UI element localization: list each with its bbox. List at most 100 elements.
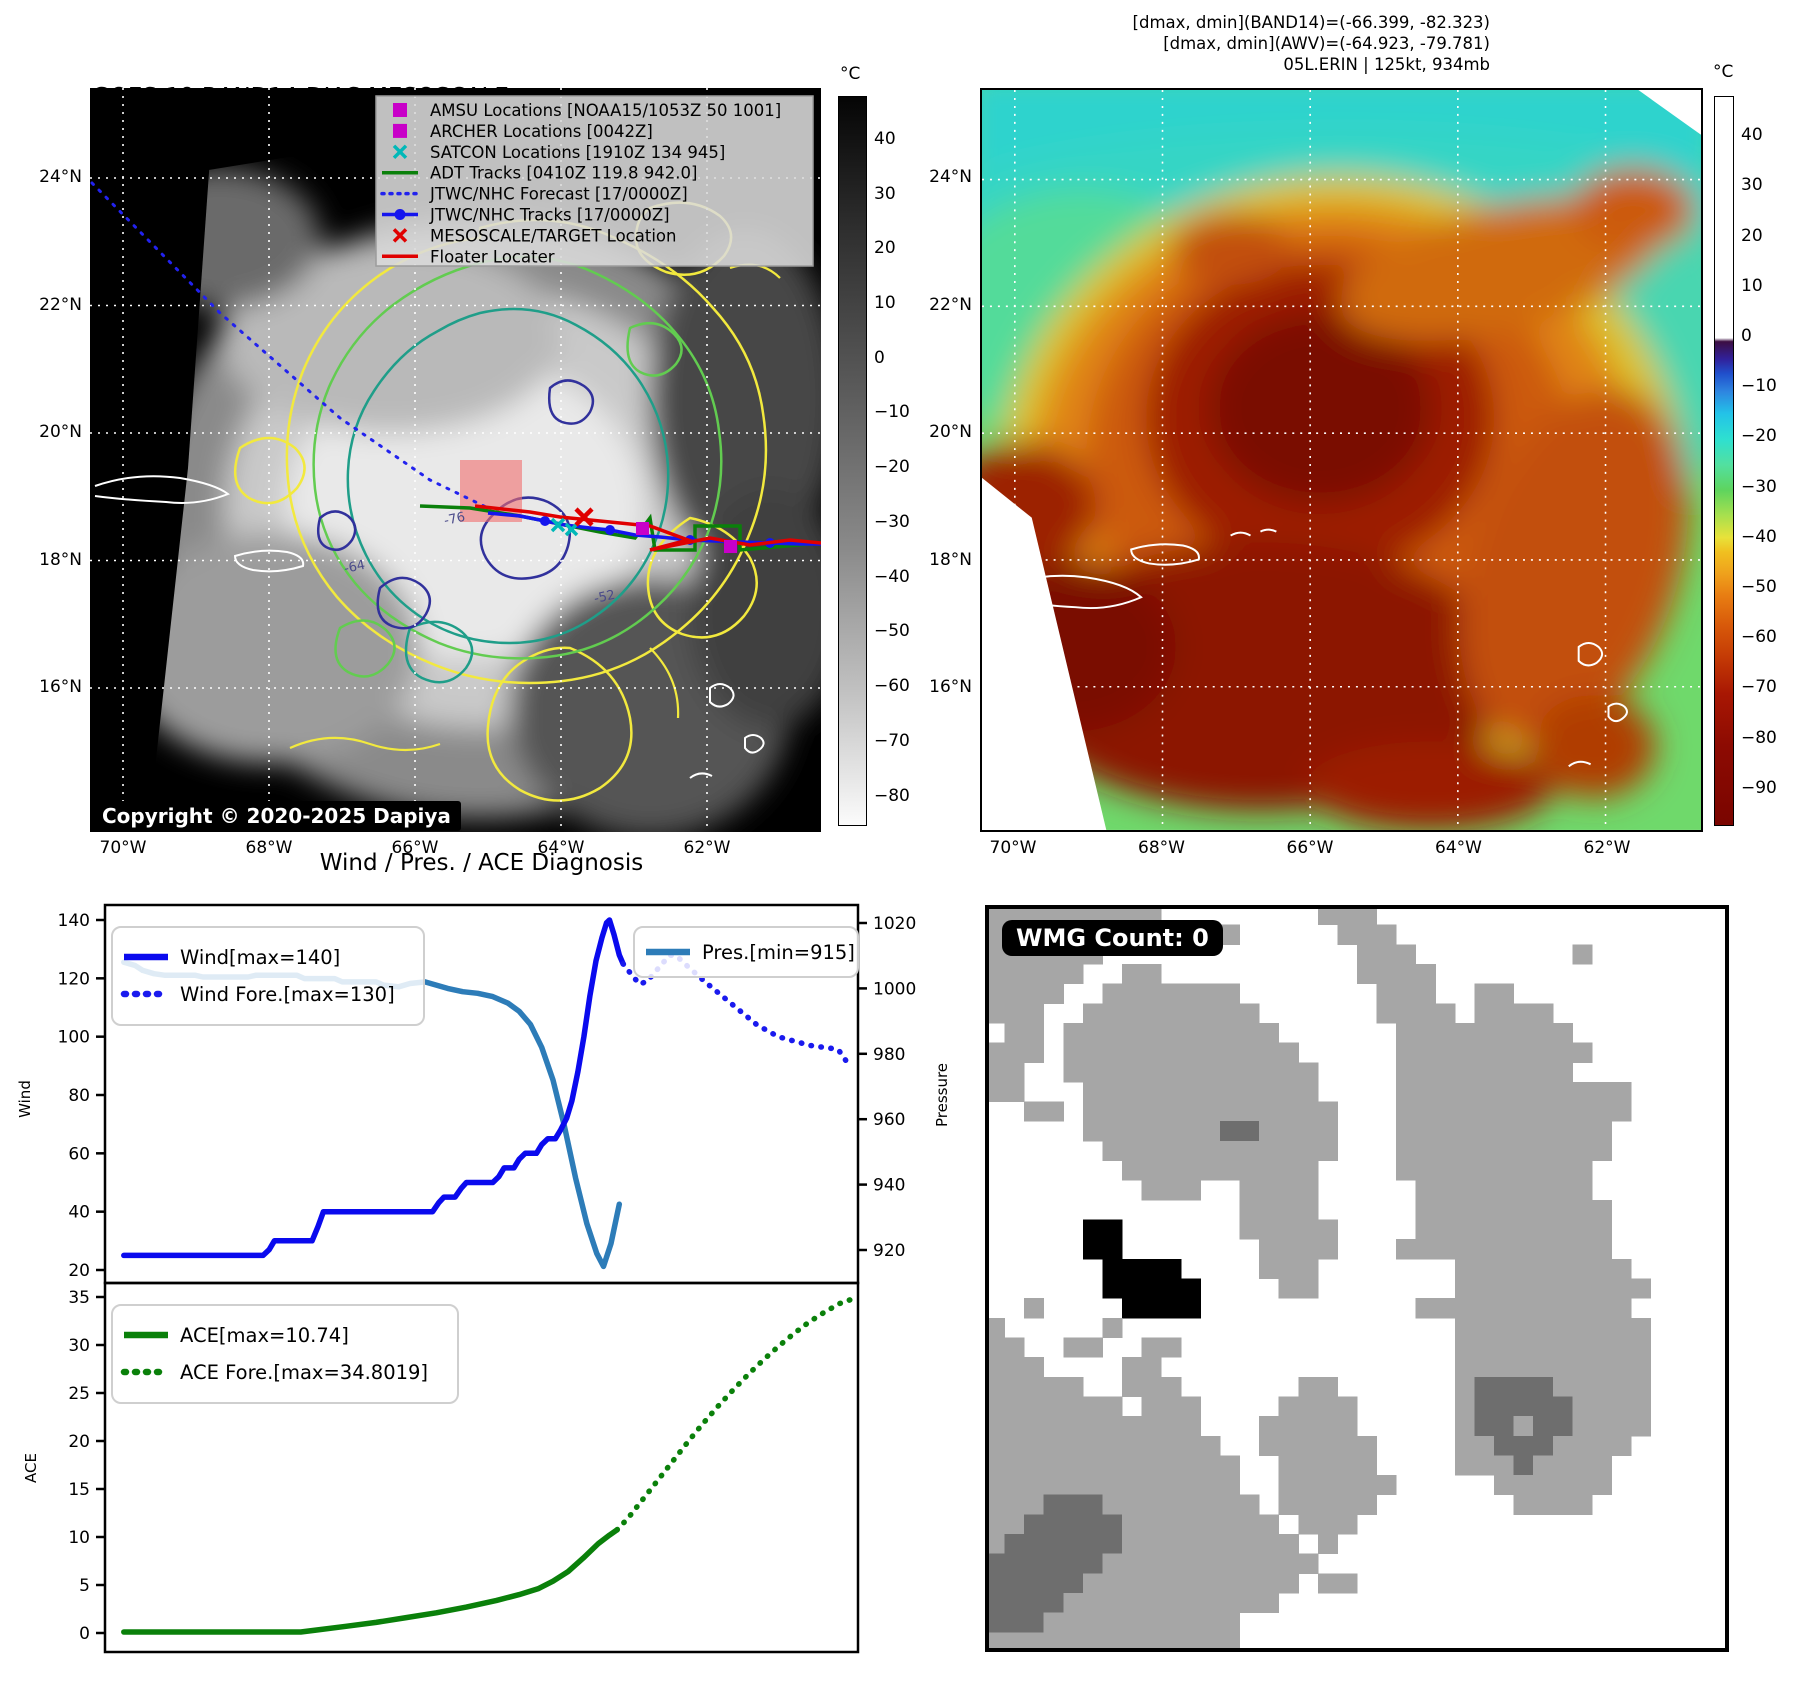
svg-text:Pressure: Pressure: [933, 1063, 951, 1127]
colorbar-tick: 40: [874, 128, 896, 149]
colorbar-tick: −60: [874, 676, 910, 697]
colorbar-tick: 0: [874, 347, 885, 368]
svg-text:ACE[max=10.74]: ACE[max=10.74]: [180, 1324, 349, 1347]
lon-tick-label: 62°W: [683, 838, 731, 858]
svg-text:920: 920: [873, 1241, 905, 1261]
wmg-count-badge: WMG Count: 0: [1002, 920, 1223, 956]
svg-text:Wind Fore.[max=130]: Wind Fore.[max=130]: [180, 983, 395, 1006]
svg-text:20: 20: [68, 1432, 90, 1452]
wmg-grid-map: [985, 905, 1729, 1652]
legend-item-label: AMSU Locations [NOAA15/1053Z 50 1001]: [430, 101, 781, 120]
lon-tick-label: 62°W: [1583, 838, 1631, 858]
svg-text:5: 5: [79, 1576, 90, 1596]
svg-text:ACE: ACE: [22, 1453, 40, 1483]
svg-text:140: 140: [58, 911, 90, 931]
floater-track: [474, 504, 821, 552]
band14-satellite-map: -76 -64 -52 AMSU Locations [NOAA15/1053Z 5…: [90, 88, 821, 832]
ir-cloud-field: [982, 90, 1701, 830]
header-stats: [dmax, dmin](BAND14)=(-66.399, -82.323) …: [1090, 12, 1490, 75]
target-x-marker: [574, 507, 594, 527]
lat-tick-label: 18°N: [929, 549, 972, 570]
svg-text:0: 0: [79, 1624, 90, 1644]
storm-id-intensity: 05L.ERIN | 125kt, 934mb: [1283, 55, 1490, 74]
map-legend: AMSU Locations [NOAA15/1053Z 50 1001] ARC…: [375, 95, 814, 267]
lon-tick-label: 66°W: [391, 838, 439, 858]
lon-tick-label: 66°W: [1286, 838, 1334, 858]
colorbar-tick: −80: [874, 785, 910, 806]
legend-item-label: JTWC/NHC Tracks [17/0000Z]: [429, 206, 670, 225]
ir-colorbar: [1714, 96, 1734, 826]
legend-item-label: ARCHER Locations [0042Z]: [430, 122, 653, 141]
svg-text:1020: 1020: [873, 914, 916, 934]
colorbar-tick: −30: [874, 511, 910, 532]
svg-text:Wind[max=140]: Wind[max=140]: [180, 946, 340, 969]
svg-text:960: 960: [873, 1110, 905, 1130]
grid-lines-right-map: [982, 90, 1701, 830]
legend-item-label: ADT Tracks [0410Z 119.8 942.0]: [430, 164, 697, 183]
colorbar-tick: 30: [1741, 175, 1763, 196]
colorbar-tick: −60: [1741, 627, 1777, 648]
lon-tick-label: 68°W: [1138, 838, 1185, 858]
amsu-archer-markers: [636, 522, 737, 553]
svg-text:940: 940: [873, 1176, 905, 1196]
colorbar-tick: −20: [874, 457, 910, 478]
colorbar-tick: −30: [1741, 476, 1777, 497]
colorbar-tick: −50: [1741, 577, 1777, 598]
colorbar-tick: 40: [1741, 125, 1763, 146]
legend-item-label: JTWC/NHC Forecast [17/0000Z]: [429, 185, 688, 204]
lat-tick-label: 18°N: [39, 549, 82, 570]
lat-tick-label: 20°N: [39, 422, 82, 442]
colorbar-unit-left: °C: [840, 64, 861, 84]
colorbar-tick: −70: [874, 730, 910, 751]
series-wind: [121, 917, 626, 1259]
lat-tick-label: 22°N: [39, 294, 82, 315]
legend-item-label: Floater Locater: [430, 247, 555, 266]
colorbar-unit-right: °C: [1713, 62, 1734, 82]
coastline-overlay-right: [1001, 528, 1628, 768]
wind-pres-ace-charts: 1401201008060402010201000980960940920353…: [16, 903, 951, 1654]
ir-color-satellite-map: [980, 88, 1703, 832]
colorbar-tick: −70: [1741, 677, 1777, 698]
diagnosis-title: Wind / Pres. / ACE Diagnosis: [319, 850, 644, 876]
svg-text:25: 25: [68, 1384, 90, 1404]
svg-text:-52: -52: [593, 588, 617, 607]
svg-text:980: 980: [873, 1045, 905, 1065]
svg-text:60: 60: [68, 1144, 90, 1164]
colorbar-tick: 20: [874, 238, 896, 259]
colorbar-tick: 10: [874, 293, 896, 313]
lat-tick-label: 24°N: [929, 167, 972, 187]
no-data-wedges-right: [982, 90, 1701, 830]
colorbar-tick: −10: [874, 402, 910, 423]
colorbar-tick: −40: [1741, 526, 1777, 547]
svg-text:40: 40: [68, 1203, 90, 1223]
lon-tick-label: 64°W: [1435, 838, 1482, 858]
legend-item-label: SATCON Locations [1910Z 134 945]: [430, 143, 725, 162]
colorbar-tick: −80: [1741, 727, 1777, 748]
series-ace-fore-: [614, 1296, 856, 1533]
colorbar-tick: −50: [874, 621, 910, 642]
colorbar-tick: 30: [874, 183, 896, 204]
svg-text:15: 15: [68, 1480, 90, 1500]
svg-text:ACE Fore.[max=34.8019]: ACE Fore.[max=34.8019]: [180, 1361, 428, 1384]
colorbar-tick: 20: [1741, 225, 1763, 246]
svg-text:-64: -64: [343, 558, 367, 577]
no-data-wedges: [90, 88, 400, 832]
colorbar-tick: −40: [874, 566, 910, 587]
svg-text:120: 120: [58, 969, 90, 989]
contour-label-texts: -76 -64 -52: [343, 510, 617, 607]
svg-text:100: 100: [58, 1028, 90, 1048]
svg-text:1000: 1000: [873, 979, 916, 999]
forecast-track-dotted: [90, 181, 490, 510]
dmax-dmin-awv: [dmax, dmin](AWV)=(-64.923, -79.781): [1163, 34, 1490, 53]
series-ace: [121, 1527, 620, 1635]
lat-tick-label: 16°N: [929, 677, 972, 697]
dmax-dmin-band14: [dmax, dmin](BAND14)=(-66.399, -82.323): [1132, 13, 1490, 32]
colorbar-tick: −10: [1741, 376, 1777, 397]
lat-tick-label: 20°N: [929, 422, 972, 442]
svg-text:20: 20: [68, 1261, 90, 1281]
colorbar-tick: −90: [1741, 777, 1777, 798]
lon-tick-label: 64°W: [537, 838, 585, 858]
grayscale-colorbar: [838, 96, 867, 826]
colorbar-tick: −20: [1741, 426, 1777, 447]
